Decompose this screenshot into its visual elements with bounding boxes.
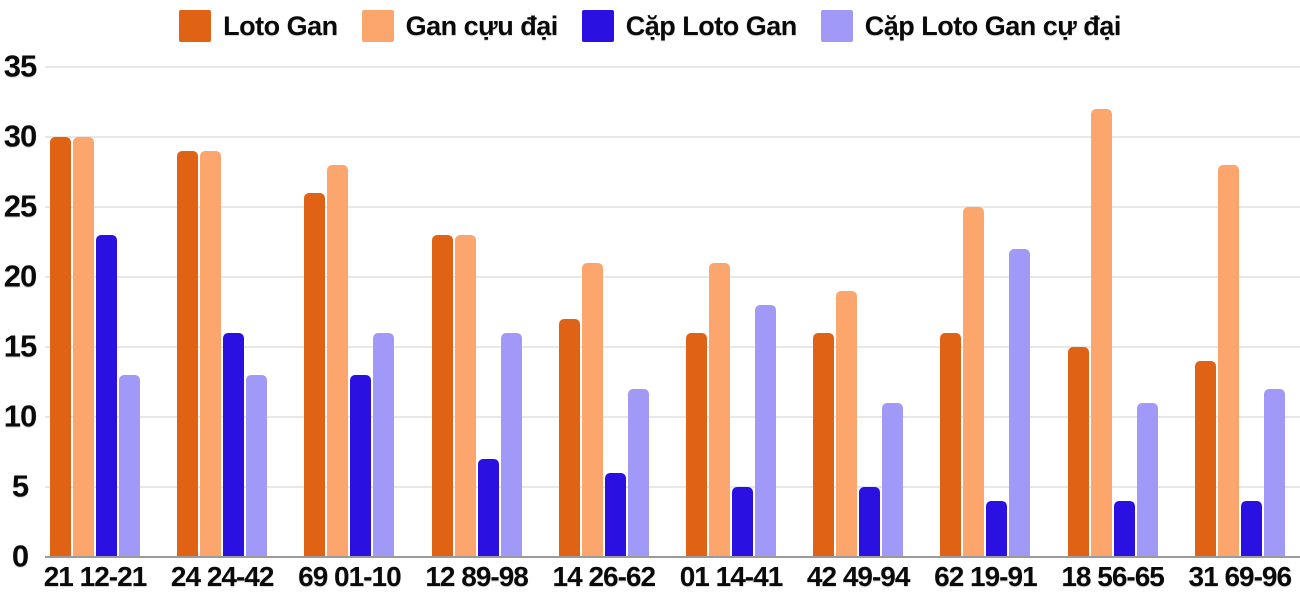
legend: Loto Gan Gan cựu đại Cặp Loto Gan Cặp Loto … [0,10,1300,42]
bar[interactable] [431,235,453,557]
x-axis-label: 31 69-96 [1188,561,1293,592]
bar[interactable] [177,151,199,557]
legend-item[interactable]: Cặp Loto Gan cự đại [820,10,1122,42]
gridline [45,206,1300,208]
legend-swatch [581,10,614,42]
bar[interactable] [686,333,707,557]
x-axis-label: 14 26-62 [552,561,657,592]
legend-swatch [179,10,212,42]
bar-group [50,137,140,557]
bar[interactable] [1217,165,1239,557]
bar[interactable] [627,389,649,557]
y-axis-tick-label: 5 [11,468,29,504]
bar[interactable] [604,473,626,557]
bar-group [304,165,395,557]
y-axis-tick-label: 25 [3,188,37,224]
x-axis-label: 69 01-10 [298,561,402,592]
bar[interactable] [940,333,962,557]
x-axis-label: 12 89-98 [425,561,529,592]
bar[interactable] [755,305,776,557]
bar[interactable] [1113,501,1135,557]
bar[interactable] [119,375,140,557]
bar[interactable] [581,263,603,557]
gridline [45,486,1300,488]
x-axis-label: 62 19-91 [934,561,1038,592]
bar[interactable] [500,333,522,557]
bar-group [940,207,1031,557]
bar-group [558,263,649,557]
y-axis-tick-label: 35 [3,48,37,84]
bar[interactable] [813,333,835,557]
x-axis-label: 24 24-42 [170,561,275,592]
x-axis-label: 01 14-41 [679,561,784,592]
bar[interactable] [246,375,268,557]
bar-group [1194,165,1285,557]
bar[interactable] [73,137,94,557]
legend-label: Cặp Loto Gan cự đại [864,10,1122,41]
gridline [45,66,1300,68]
bar[interactable] [1194,361,1216,557]
gridline [45,136,1300,138]
bar-group [431,235,522,557]
x-axis-label: 18 56-65 [1061,561,1165,592]
bar[interactable] [986,501,1008,557]
bar-group [1067,109,1158,557]
legend-swatch [361,10,394,42]
bar[interactable] [477,459,499,557]
bar-group [177,151,268,557]
bar[interactable] [1240,501,1262,557]
y-axis-tick-label: 0 [11,538,29,574]
plot-area [45,66,1300,558]
bar[interactable] [373,333,395,557]
bar[interactable] [96,235,117,557]
y-axis-tick-label: 15 [3,328,37,364]
legend-label: Gan cựu đại [405,10,559,41]
bar[interactable] [963,207,985,557]
y-axis-tick-label: 10 [3,398,37,434]
gridline [45,346,1300,348]
bar-group [813,291,904,557]
bar[interactable] [732,487,753,557]
legend-swatch [820,10,853,42]
gridline [45,276,1300,278]
bar-group [686,263,776,557]
x-axis-label: 21 12-21 [43,561,148,592]
legend-label: Cặp Loto Gan [625,10,798,41]
bar[interactable] [223,333,245,557]
legend-label: Loto Gan [223,10,338,41]
bar[interactable] [200,151,222,557]
bar[interactable] [327,165,349,557]
bar[interactable] [1263,389,1285,557]
y-axis-tick-label: 30 [3,118,37,154]
bar[interactable] [558,319,580,557]
bar[interactable] [1136,403,1158,557]
bar[interactable] [1067,347,1089,557]
gridline [45,416,1300,418]
y-axis-tick-label: 20 [3,258,37,294]
bar[interactable] [859,487,881,557]
bar[interactable] [836,291,858,557]
bar[interactable] [1090,109,1112,557]
bar[interactable] [454,235,476,557]
bar[interactable] [304,193,326,557]
bar[interactable] [350,375,372,557]
legend-item[interactable]: Loto Gan [179,10,338,42]
bar[interactable] [709,263,730,557]
legend-item[interactable]: Gan cựu đại [361,10,559,42]
x-axis-line [45,556,1300,558]
legend-item[interactable]: Cặp Loto Gan [581,10,798,42]
x-axis-label: 42 49-94 [806,561,911,592]
bar[interactable] [1009,249,1031,557]
bar[interactable] [882,403,904,557]
bar[interactable] [50,137,71,557]
